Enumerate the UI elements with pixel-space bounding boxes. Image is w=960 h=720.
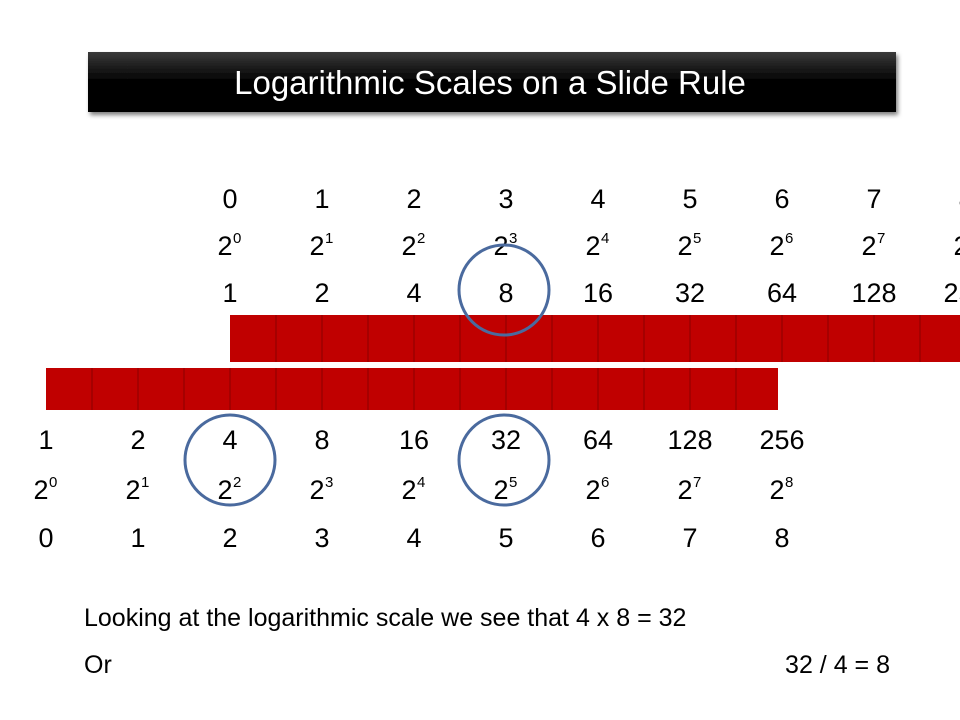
power-exponent: 5	[509, 474, 517, 491]
highlight-circle	[183, 413, 277, 507]
power-base: 2	[769, 231, 784, 261]
footer-or: Or	[84, 651, 112, 679]
scale-number: 0	[222, 184, 237, 214]
scale-number: 16	[583, 278, 613, 308]
power-exponent: 7	[877, 230, 885, 247]
scale-number: 128	[851, 278, 896, 308]
power-base: 2	[125, 475, 140, 505]
title-banner	[88, 52, 896, 112]
power-exponent: 2	[233, 474, 241, 491]
power-base: 2	[493, 475, 508, 505]
power-base: 2	[217, 475, 232, 505]
scale-number: 6	[590, 523, 605, 553]
scale-number: 0	[38, 523, 53, 553]
power-base: 2	[33, 475, 48, 505]
scale-number: 8	[958, 184, 960, 214]
scale-number: 2	[222, 523, 237, 553]
power-base: 2	[585, 475, 600, 505]
scale-number: 2	[406, 184, 421, 214]
power-base: 2	[677, 231, 692, 261]
slide-rule	[46, 315, 960, 410]
power-base: 2	[309, 475, 324, 505]
scale-number: 3	[314, 523, 329, 553]
power-exponent: 6	[601, 474, 609, 491]
power-exponent: 3	[509, 230, 517, 247]
power-base: 2	[309, 231, 324, 261]
power-exponent: 4	[601, 230, 609, 247]
scale-number: 3	[498, 184, 513, 214]
footer-line: Looking at the logarithmic scale we see …	[84, 604, 686, 632]
scale-number: 256	[943, 278, 960, 308]
power-base: 2	[953, 231, 960, 261]
scale-number: 4	[590, 184, 605, 214]
power-exponent: 0	[49, 474, 57, 491]
highlight-circle	[457, 413, 551, 507]
scale-number: 128	[667, 425, 712, 455]
scale-number: 1	[130, 523, 145, 553]
power-exponent: 5	[693, 230, 701, 247]
power-base: 2	[861, 231, 876, 261]
power-exponent: 2	[417, 230, 425, 247]
scale-number: 7	[682, 523, 697, 553]
scale-number: 2	[314, 278, 329, 308]
scale-number: 2	[130, 425, 145, 455]
power-base: 2	[401, 475, 416, 505]
scale-number: 32	[491, 425, 521, 455]
highlight-circle	[457, 243, 551, 337]
power-base: 2	[217, 231, 232, 261]
scale-number: 4	[406, 278, 421, 308]
upper-slide	[230, 315, 960, 362]
scale-number: 1	[314, 184, 329, 214]
power-base: 2	[401, 231, 416, 261]
scale-number: 16	[399, 425, 429, 455]
scale-number: 256	[759, 425, 804, 455]
power-base: 2	[769, 475, 784, 505]
power-exponent: 1	[325, 230, 333, 247]
footer-result: 32 / 4 = 8	[785, 651, 890, 679]
scale-number: 5	[498, 523, 513, 553]
power-base: 2	[585, 231, 600, 261]
title: Logarithmic Scales on a Slide Rule	[234, 64, 746, 101]
power-base: 2	[677, 475, 692, 505]
lower-stock	[46, 368, 778, 410]
power-exponent: 1	[141, 474, 149, 491]
scale-number: 64	[583, 425, 613, 455]
scale-number: 8	[498, 278, 513, 308]
power-exponent: 7	[693, 474, 701, 491]
scale-number: 6	[774, 184, 789, 214]
scale-number: 64	[767, 278, 797, 308]
power-exponent: 3	[325, 474, 333, 491]
scales: 0123456782021222324252627281248163264128…	[33, 184, 960, 553]
scale-number: 32	[675, 278, 705, 308]
scale-number: 1	[222, 278, 237, 308]
scale-number: 8	[774, 523, 789, 553]
power-exponent: 0	[233, 230, 241, 247]
scale-number: 8	[314, 425, 329, 455]
scale-number: 4	[222, 425, 237, 455]
scale-number: 5	[682, 184, 697, 214]
power-exponent: 6	[785, 230, 793, 247]
scale-number: 4	[406, 523, 421, 553]
scale-number: 7	[866, 184, 881, 214]
power-exponent: 4	[417, 474, 425, 491]
scale-number: 1	[38, 425, 53, 455]
power-exponent: 8	[785, 474, 793, 491]
